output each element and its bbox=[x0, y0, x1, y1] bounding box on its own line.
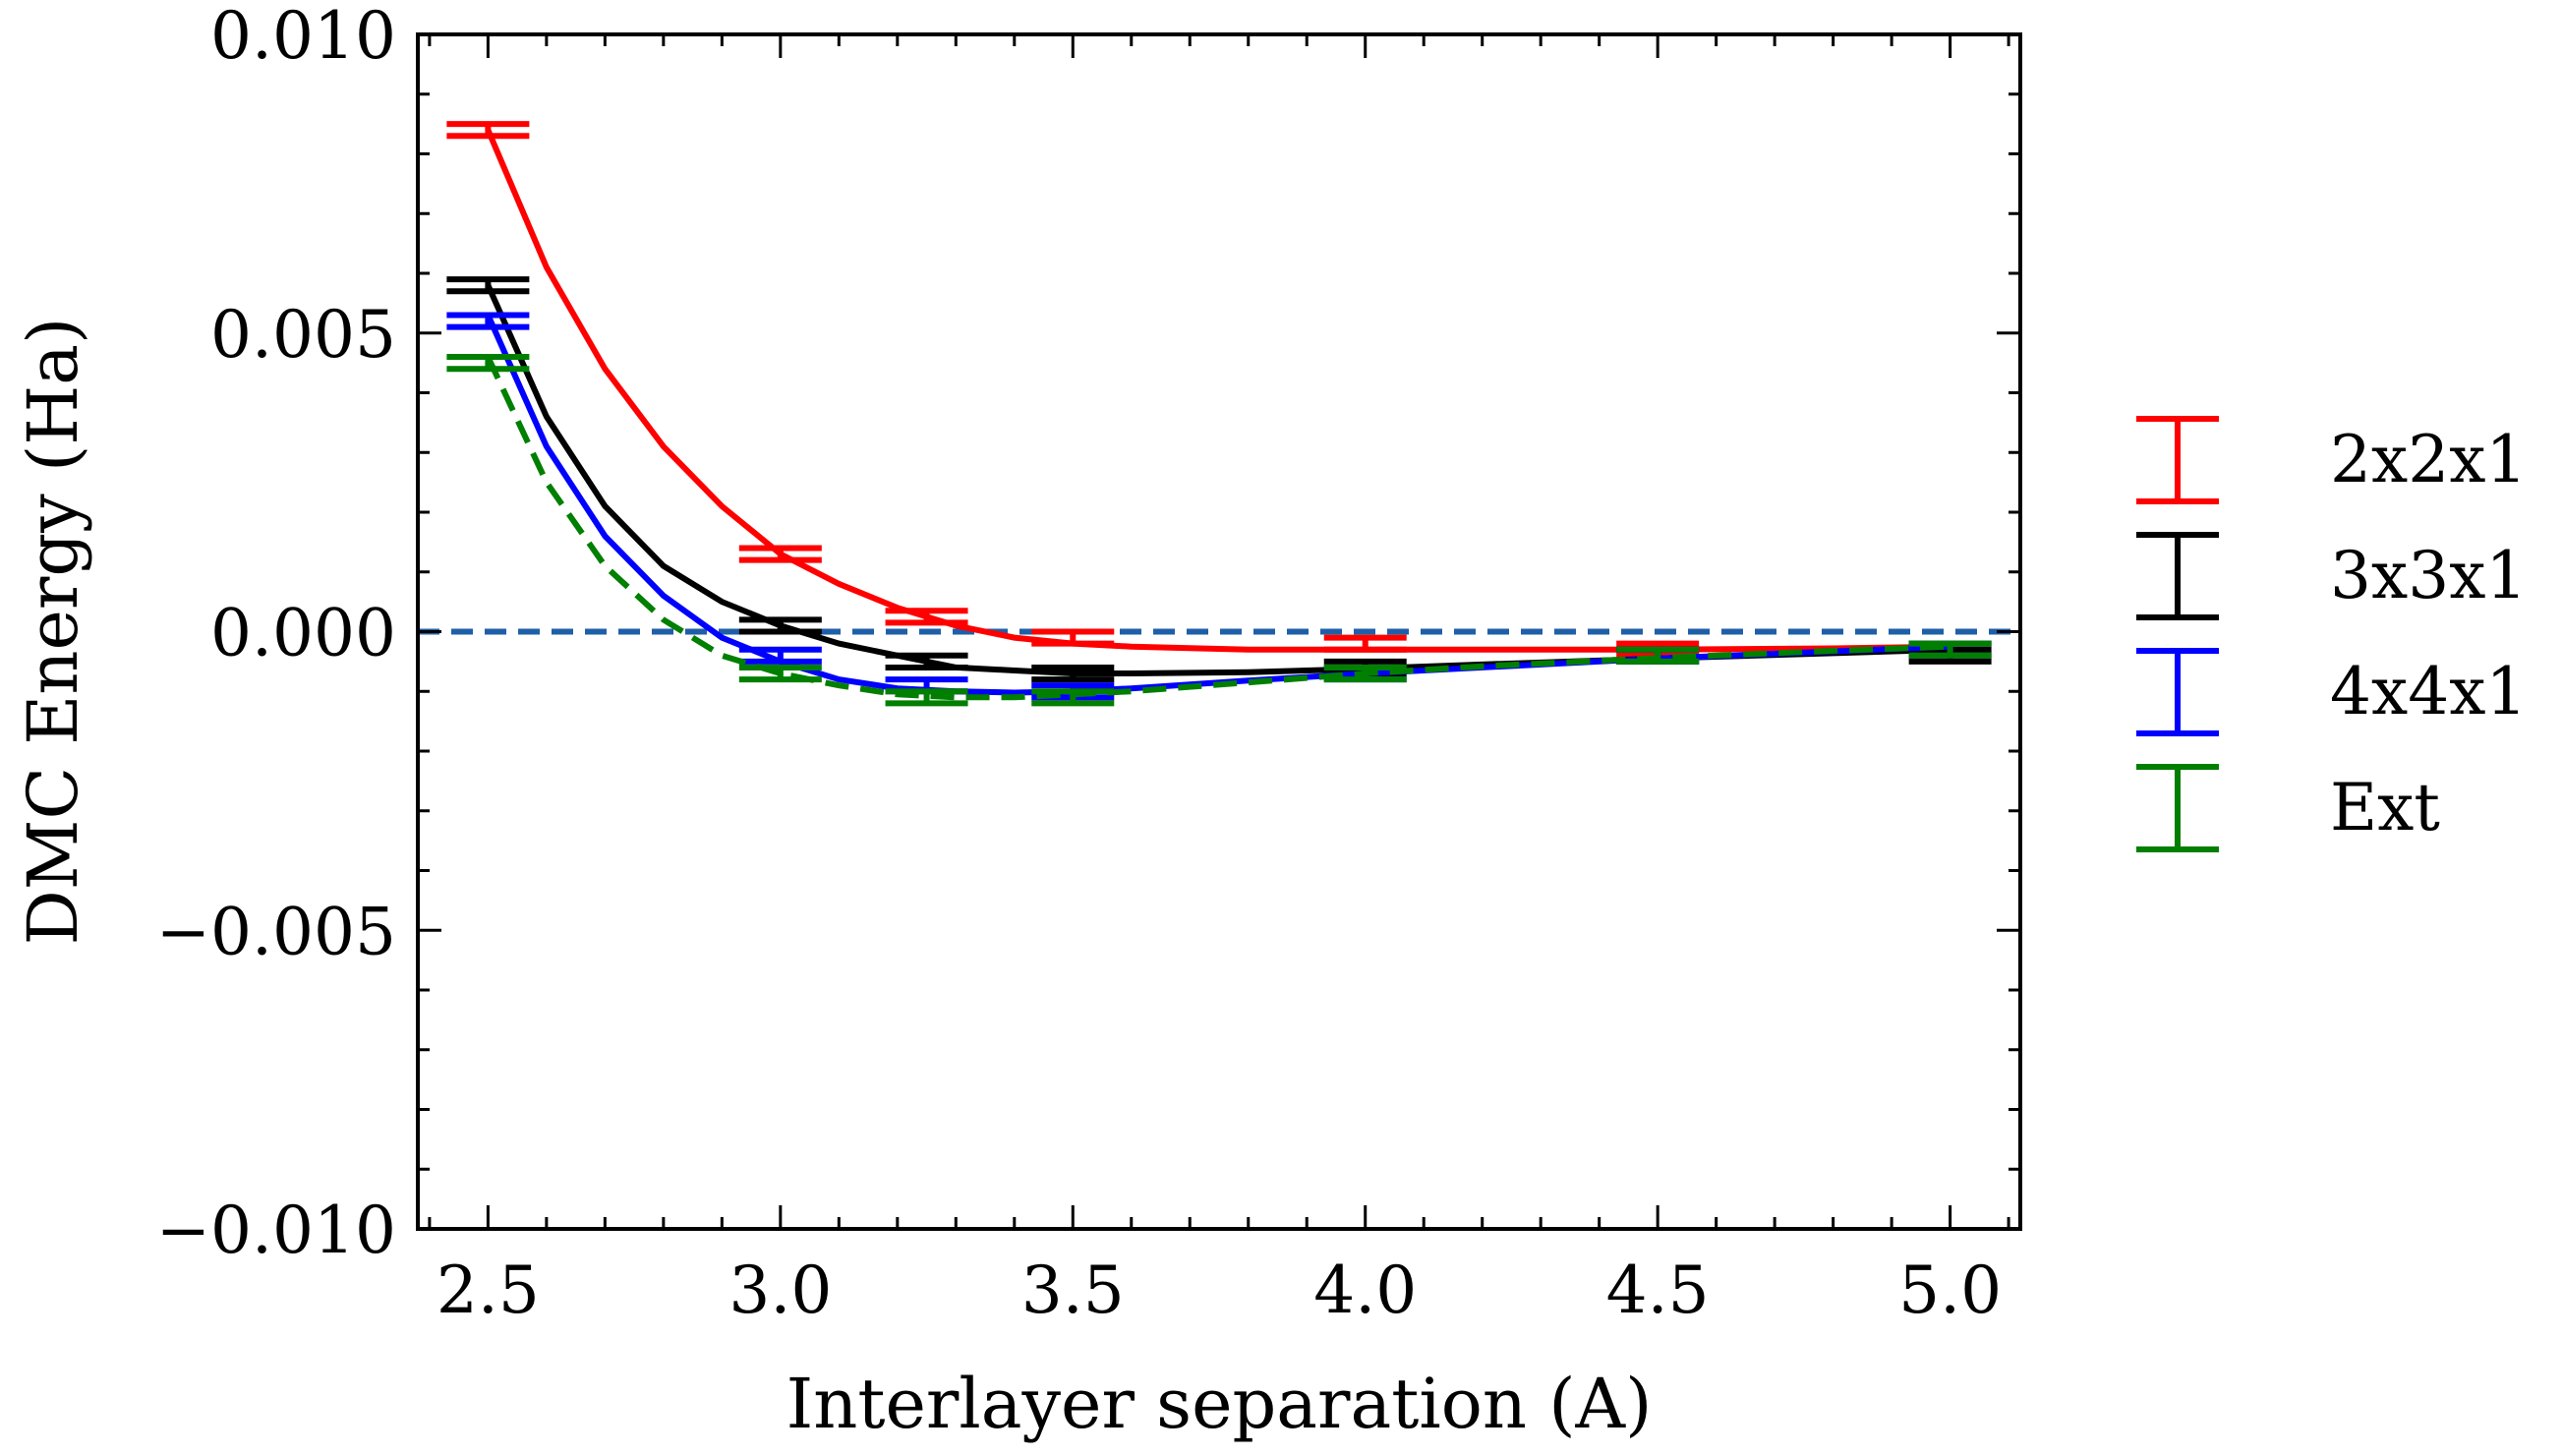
errorbar-3x3x1-1 bbox=[738, 616, 822, 635]
x-tick-label: 3.5 bbox=[1021, 1252, 1125, 1328]
series-fit-4x4x1 bbox=[485, 314, 1951, 696]
x-tick-label: 4.5 bbox=[1606, 1252, 1710, 1328]
legend-item-4x4x1: 4x4x1 bbox=[2136, 648, 2527, 736]
legend-item-2x2x1: 2x2x1 bbox=[2136, 416, 2527, 504]
series-fit-3x3x1 bbox=[485, 283, 1951, 676]
errorbar-2x2x1-0 bbox=[446, 121, 530, 140]
legend-label: 4x4x1 bbox=[2330, 654, 2527, 729]
x-axis-title: Interlayer separation (A) bbox=[786, 1364, 1653, 1444]
y-tick-label: 0.010 bbox=[210, 0, 396, 74]
errorbar-ext-2 bbox=[885, 688, 968, 707]
x-tick-label: 4.0 bbox=[1313, 1252, 1417, 1328]
errorbar-2x2x1-1 bbox=[738, 545, 822, 563]
legend-label: Ext bbox=[2330, 770, 2440, 845]
errorbar-ext-4 bbox=[1323, 664, 1407, 683]
y-tick-label: −0.010 bbox=[156, 1193, 396, 1268]
errorbar-ext-5 bbox=[1616, 646, 1700, 665]
legend-label: 3x3x1 bbox=[2330, 538, 2527, 613]
y-axis-title: DMC Energy (Ha) bbox=[13, 318, 93, 946]
axes: 2.5 3.0 3.5 4.0 4.5 5.0 −0.010 −0.005 0.000 0.005… bbox=[156, 0, 2022, 1328]
legend-label: 2x2x1 bbox=[2330, 422, 2527, 497]
errorbar-4x4x1-0 bbox=[446, 312, 530, 330]
x-tick-label: 3.0 bbox=[728, 1252, 832, 1328]
legend-item-3x3x1: 3x3x1 bbox=[2136, 532, 2527, 620]
y-tick-label: 0.000 bbox=[210, 596, 396, 671]
plot-area bbox=[418, 121, 2020, 707]
errorbar-ext-1 bbox=[738, 664, 822, 683]
series-fit-ext bbox=[485, 355, 1951, 701]
errorbar-2x2x1-2 bbox=[885, 608, 968, 626]
errorbar-3x3x1-3 bbox=[1031, 664, 1115, 683]
errorbar-3x3x1-2 bbox=[885, 652, 968, 670]
errorbar-ext-0 bbox=[446, 354, 530, 373]
legend-item-ext: Ext bbox=[2136, 764, 2440, 852]
errorbar-4x4x1-1 bbox=[738, 646, 822, 665]
errorbar-2x2x1-4 bbox=[1323, 634, 1407, 653]
errorbar-ext-6 bbox=[1908, 640, 1992, 659]
errorbar-ext-3 bbox=[1031, 688, 1115, 707]
legend: 2x2x1 3x3x1 4x4x1 Ext bbox=[2136, 416, 2527, 852]
series-fit-2x2x1 bbox=[485, 129, 1951, 653]
x-tick-label: 2.5 bbox=[437, 1252, 540, 1328]
errorbar-3x3x1-0 bbox=[446, 276, 530, 295]
y-tick-label: 0.005 bbox=[210, 297, 396, 373]
x-tick-label: 5.0 bbox=[1898, 1252, 2002, 1328]
y-tick-label: −0.005 bbox=[156, 894, 396, 969]
errorbar-2x2x1-3 bbox=[1031, 628, 1115, 647]
plot-clip-group bbox=[418, 121, 2020, 707]
